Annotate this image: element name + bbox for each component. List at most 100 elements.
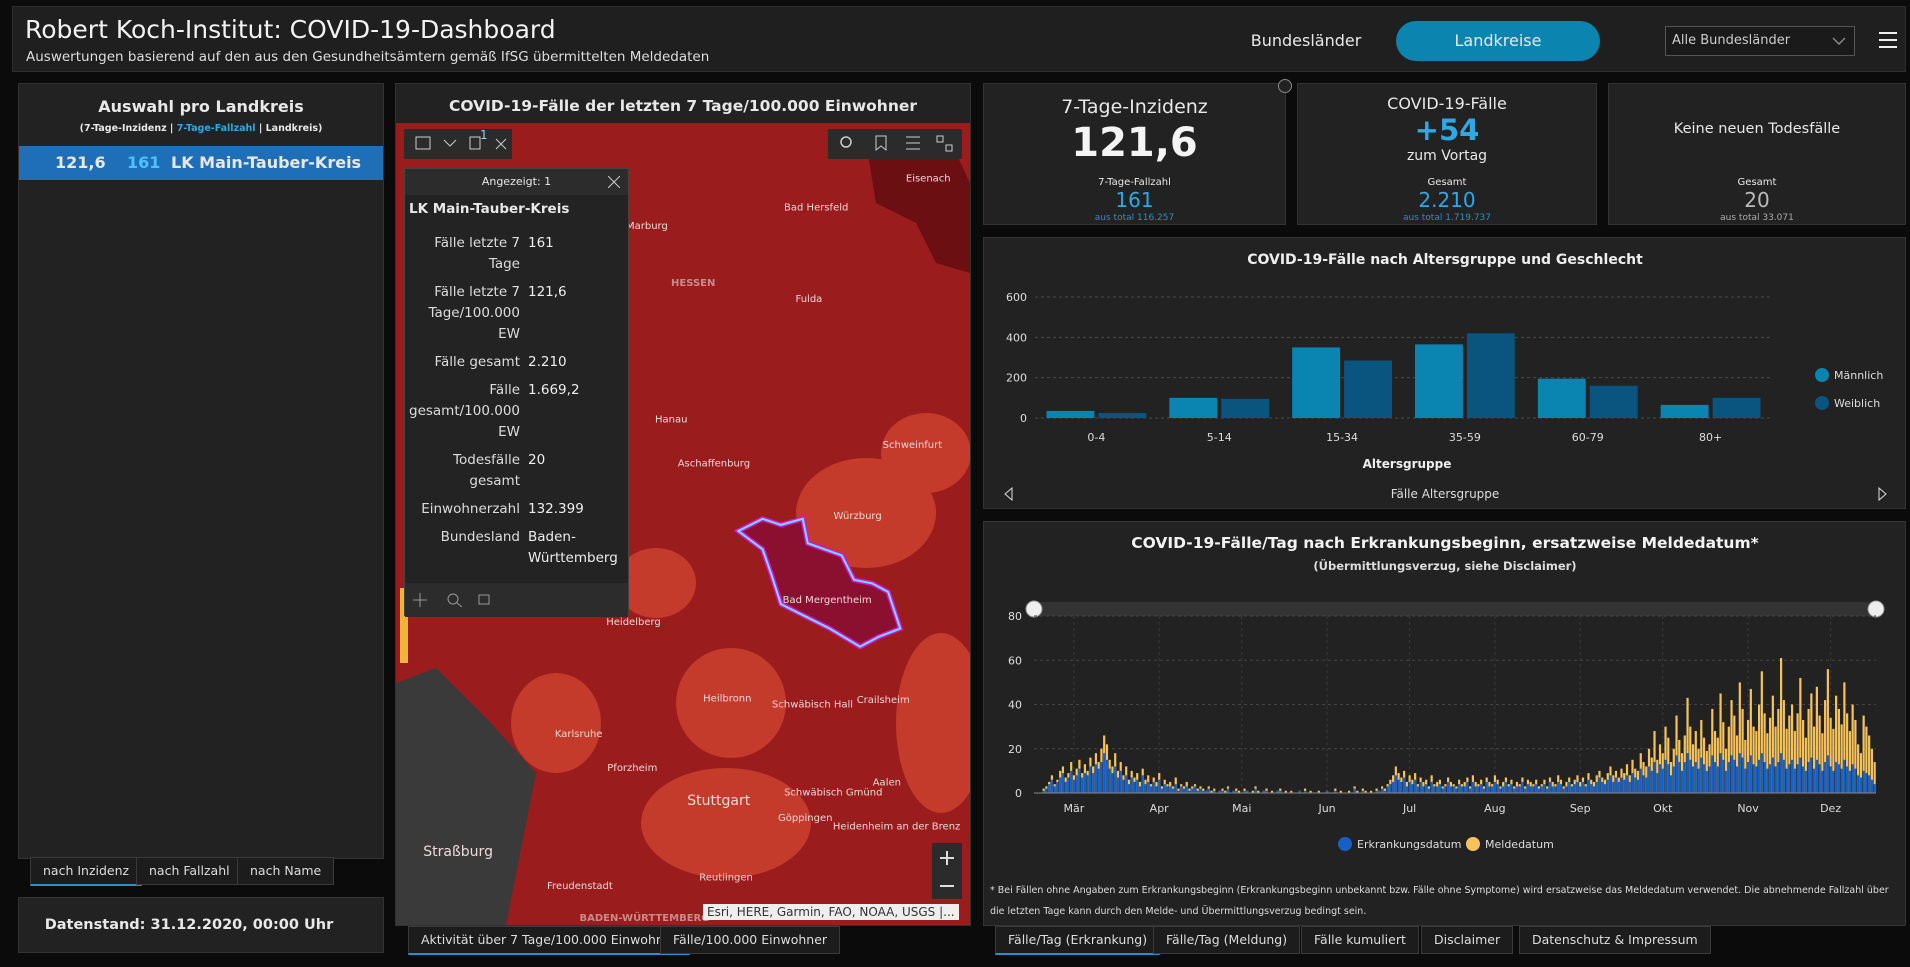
map-label: Straßburg <box>423 844 493 860</box>
arrow <box>1832 37 1846 46</box>
legend-part: | Landkreis) <box>255 123 323 134</box>
map-label: Reutlingen <box>699 873 753 884</box>
row-cases[interactable]: 161 <box>127 153 161 172</box>
indicator: COVID-19-Fälle +54 zum Vortag Gesamt 2.2… <box>1297 83 1597 225</box>
tool-icon[interactable] <box>415 136 431 150</box>
footnote: * Bei Fällen ohne Angaben zum Erkrankung… <box>990 885 1889 917</box>
popup-row: Fälle letzte 7 Tage 161 <box>405 233 628 275</box>
map-label: Schweinfurt <box>883 440 943 451</box>
list-row[interactable]: 121,6 161 LK Main-Tauber-Kreis <box>19 146 383 180</box>
map-label: Göppingen <box>778 813 833 824</box>
legend-part: 7-Tage-Fallzahl <box>176 123 256 134</box>
daily-panel <box>983 521 1906 926</box>
popup-row-value: 161 <box>528 235 554 251</box>
attribution: Esri, HERE, Garmin, FAO, NOAA, USGS |... <box>703 904 959 920</box>
close-icon[interactable] <box>608 176 620 188</box>
tab[interactable]: Fälle/Tag (Erkrankung) <box>995 926 1161 955</box>
tool-icon[interactable] <box>906 136 920 150</box>
legend-strip <box>400 588 408 663</box>
panel-title: COVID-19-Fälle der letzten 7 Tage/100.00… <box>448 97 918 115</box>
map-tabs: Aktivität über 7 Tage/100.000 Einwohner … <box>408 926 968 955</box>
tab[interactable]: nach Inzidenz <box>30 857 143 886</box>
popup-row: Einwohnerzahl 132.399 <box>405 499 628 520</box>
panel-title: Auswahl pro Landkreis <box>98 97 304 116</box>
nav-button[interactable]: Bundesländer <box>1231 21 1381 61</box>
tab[interactable]: Fälle/Tag (Meldung) <box>1153 926 1301 954</box>
tool-icon[interactable] <box>840 136 852 148</box>
indicator-sub-label: 7-Tage-Fallzahl <box>1098 177 1171 188</box>
legend-part: (7-Tage-Inzidenz | <box>79 123 177 134</box>
popup-row-label: Einwohnerzahl <box>421 501 520 517</box>
popup-icons[interactable] <box>413 593 493 607</box>
tool-icon[interactable] <box>945 144 953 152</box>
title: Robert Koch-Institut: COVID-19-Dashboard <box>25 15 556 44</box>
status: Datenstand: 31.12.2020, 00:00 Uhr <box>44 917 334 933</box>
panel-legend: (7-Tage-Inzidenz | 7-Tage-Fallzahl | Lan… <box>19 123 383 134</box>
tool-icon[interactable] <box>495 138 507 150</box>
popup-row: Fälle letzte 7 Tage/100.000 EW 121,6 <box>405 282 628 345</box>
tab[interactable]: Datenschutz & Impressum <box>1519 926 1711 954</box>
menu-icon[interactable] <box>1879 32 1897 48</box>
zoom-icon[interactable] <box>940 851 954 887</box>
map-label: Aschaffenburg <box>678 458 750 469</box>
popup-close[interactable] <box>608 176 620 188</box>
indicator-title: 7-Tage-Inzidenz <box>1061 96 1208 118</box>
map-label: Marburg <box>626 221 668 232</box>
nav-button-active[interactable]: Landkreise <box>1396 21 1600 61</box>
map-label: Eisenach <box>906 173 951 184</box>
map-label: Heidenheim an der Brenz <box>833 821 960 832</box>
popup-row-label: Todesfälle gesamt <box>453 452 520 489</box>
indicator-sub-value: 20 <box>1744 188 1770 212</box>
popup-rows: Fälle letzte 7 Tage 161 Fälle letzte 7 Tag… <box>405 233 628 576</box>
tab[interactable]: Fälle kumuliert <box>1301 926 1419 954</box>
tool-icon[interactable] <box>875 135 887 152</box>
row-incidence[interactable]: 121,6 <box>55 153 106 172</box>
tab[interactable]: Aktivität über 7 Tage/100.000 Einwohner <box>408 926 690 955</box>
map-label: Würzburg <box>834 511 882 522</box>
row-district[interactable]: LK Main-Tauber-Kreis <box>171 153 362 172</box>
expand-icon[interactable] <box>1278 79 1292 93</box>
map-label: Bad Hersfeld <box>784 203 848 214</box>
indicator-value: +54 <box>1414 113 1480 147</box>
map-label: Fulda <box>796 294 823 305</box>
popup-header: Angezeigt: 1 <box>405 169 628 195</box>
popup-actions <box>405 583 628 617</box>
tab[interactable]: nach Fallzahl <box>136 857 243 885</box>
popup-row-value: 1.669,2 <box>528 382 580 398</box>
tab[interactable]: nach Name <box>237 857 335 885</box>
map-label: BADEN-WÜRTTEMBERG <box>579 910 709 924</box>
toolbar-count: 1 <box>480 128 488 142</box>
map-region-outside <box>396 668 536 925</box>
menu[interactable] <box>1879 31 1897 49</box>
indicator-sub-label: Gesamt <box>1737 177 1777 188</box>
indicator-sub-value: 161 <box>1115 188 1154 212</box>
popup-title: LK Main-Tauber-Kreis <box>409 201 570 217</box>
select-label[interactable]: Alle Bundesländer <box>1672 33 1791 48</box>
indicator-sub-note: aus total 1.719.737 <box>1402 213 1491 223</box>
indicator-note: zum Vortag <box>1406 148 1488 164</box>
popup-row: Fälle gesamt/100.000 EW 1.669,2 <box>405 380 628 443</box>
map-label: Bad Mergentheim <box>783 595 872 606</box>
map[interactable]: Eisenach Bad Hersfeld Marburg HESSEN Fulda Ha… <box>396 123 970 925</box>
popup-row-value: 121,6 <box>528 284 567 300</box>
tab[interactable]: Fälle/100.000 Einwohner <box>660 926 841 954</box>
popup-row-value: 132.399 <box>528 501 584 517</box>
tab[interactable]: Disclaimer <box>1421 926 1514 954</box>
tool-icon[interactable] <box>469 136 481 150</box>
zoom <box>932 843 962 899</box>
map-label: Pforzheim <box>607 763 657 774</box>
popup-row-label: Bundesland <box>440 529 520 545</box>
chart-tabs: Fälle/Tag (Erkrankung) Fälle/Tag (Meldung… <box>995 926 1905 955</box>
map-region <box>641 768 811 878</box>
map-region <box>896 633 970 813</box>
nav-label[interactable]: Landkreise <box>1454 31 1542 50</box>
nav-label[interactable]: Bundesländer <box>1250 31 1362 50</box>
action-icons[interactable] <box>413 593 490 607</box>
indicator-sub-label: Gesamt <box>1427 177 1467 188</box>
select[interactable]: Alle Bundesländer <box>1665 26 1855 56</box>
tool-icon[interactable] <box>443 139 457 147</box>
tool-icon[interactable] <box>936 135 944 143</box>
map-region <box>866 143 970 273</box>
